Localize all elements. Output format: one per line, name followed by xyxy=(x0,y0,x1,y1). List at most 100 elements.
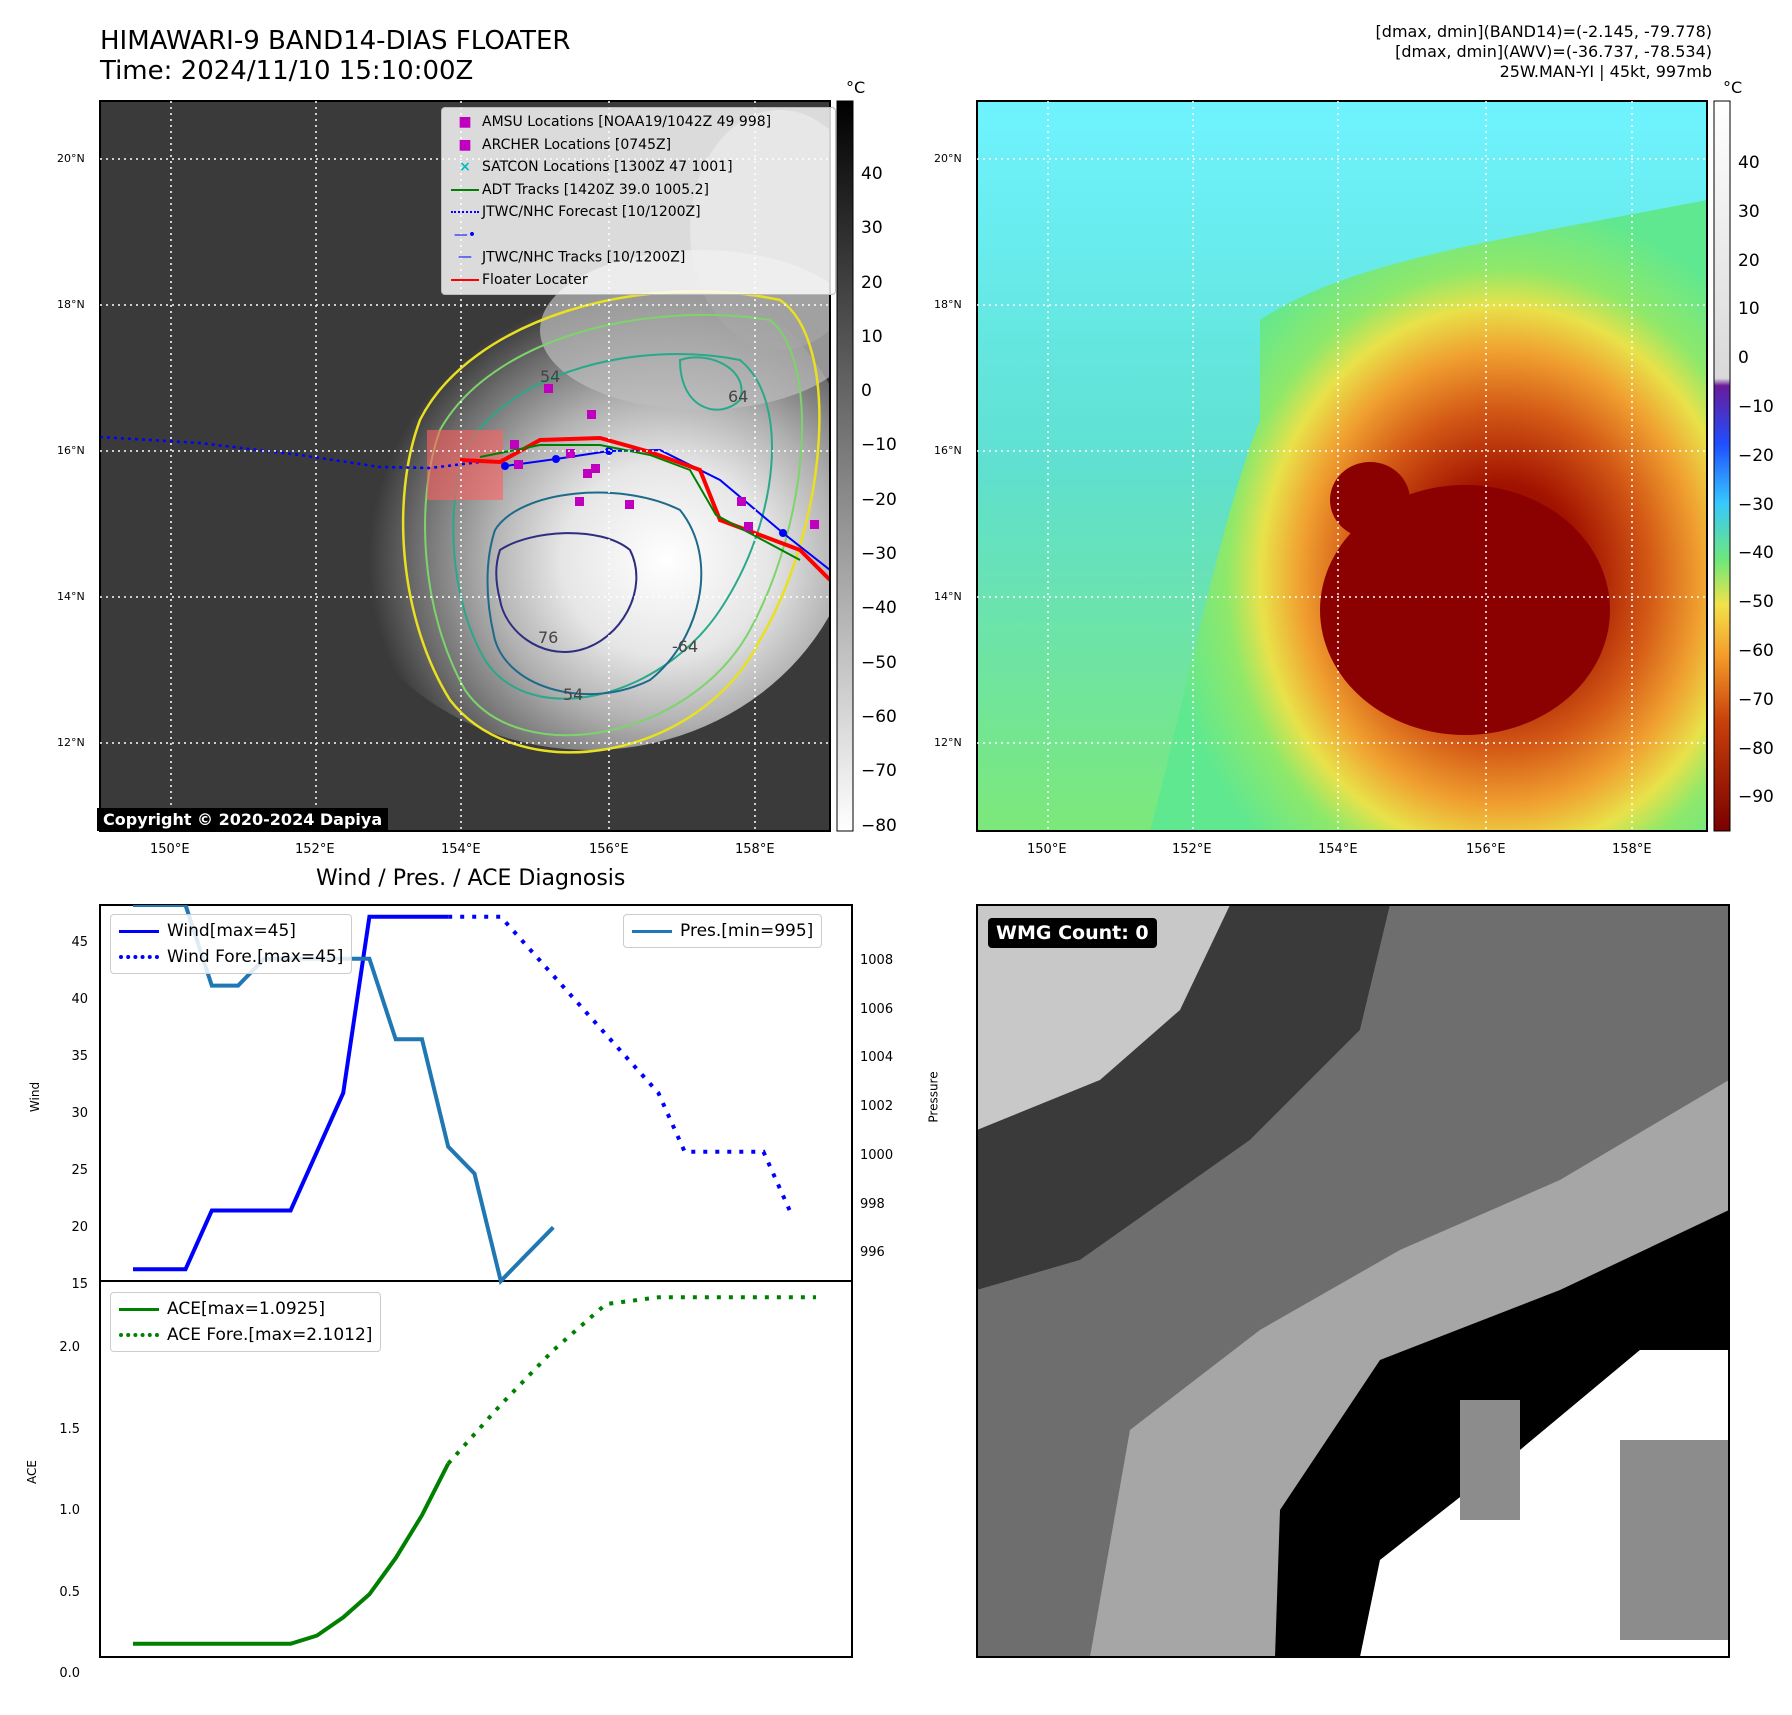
awv-colorbar-tick: 40 xyxy=(1738,153,1760,173)
legend-label: ACE[max=1.0925] xyxy=(167,1299,325,1319)
info-line-1: [dmax, dmin](BAND14)=(-2.145, -79.778) xyxy=(1375,22,1712,41)
lat-tick: 20°N xyxy=(57,152,85,165)
wind-tick: 20 xyxy=(71,1220,88,1235)
pressure-tick: 1006 xyxy=(860,1001,894,1017)
lon-tick: 158°E xyxy=(735,842,775,857)
floater-track xyxy=(459,435,830,582)
awv-colorbar-tick: −10 xyxy=(1738,396,1774,417)
legend-label: Pres.[min=995] xyxy=(680,921,814,941)
ir-colorbar xyxy=(836,100,854,832)
awv-colorbar-tick: −90 xyxy=(1738,787,1774,808)
line-marker-icon xyxy=(119,929,159,933)
awv-colorbar-ticks: 40 30 20 10 0 −10 −20 −30 −40 −50 −60 −7… xyxy=(1738,139,1774,822)
legend-item: Wind Fore.[max=45] xyxy=(119,944,343,970)
ace-tick: 1.0 xyxy=(59,1503,80,1518)
ir-colorbar-tick: −30 xyxy=(861,544,897,565)
contour-label: 54 xyxy=(563,685,583,704)
awv-colorbar xyxy=(1713,100,1731,832)
awv-colorbar-tick: −40 xyxy=(1738,543,1774,564)
series-line-pres-min-995- xyxy=(133,905,555,1285)
lat-tick: 14°N xyxy=(934,590,962,603)
lat-tick: 16°N xyxy=(934,444,962,457)
lon-tick: 156°E xyxy=(589,842,629,857)
ace-ticks: 2.0 1.5 1.0 0.5 0.0 xyxy=(50,1307,80,1715)
ace-legend: ACE[max=1.0925] ACE Fore.[max=2.1012] xyxy=(110,1292,382,1352)
lat-tick: 12°N xyxy=(934,736,962,749)
lon-tick: 156°E xyxy=(1466,842,1506,857)
contour-label: 76 xyxy=(538,628,558,647)
diagnosis-title: Wind / Pres. / ACE Diagnosis xyxy=(316,866,626,891)
lat-tick: 20°N xyxy=(934,152,962,165)
contour-label: -64 xyxy=(672,637,698,656)
square-marker-icon: ■ xyxy=(458,114,472,130)
ir-legend: ■ AMSU Locations [NOAA19/1042Z 49 998] ■ A… xyxy=(441,107,836,295)
wmg-count-label: WMG Count: 0 xyxy=(988,918,1157,948)
ace-tick: 1.5 xyxy=(59,1421,80,1437)
legend-item: ADT Tracks [1420Z 39.0 1005.2] xyxy=(448,179,829,202)
legend-label: Floater Locater xyxy=(482,271,588,288)
dotted-line-icon xyxy=(119,955,159,959)
lon-tick: 154°E xyxy=(441,842,481,857)
legend-label: JTWC/NHC Forecast [10/1200Z] xyxy=(482,204,701,220)
ir-colorbar-tick: 10 xyxy=(861,326,883,347)
wind-tick: 25 xyxy=(71,1163,88,1178)
awv-map-frame xyxy=(976,100,1708,832)
ir-colorbar-tick: −70 xyxy=(861,761,897,782)
wind-tick: 40 xyxy=(71,992,88,1007)
pressure-tick: 1000 xyxy=(860,1147,894,1163)
legend-item: —•— JTWC/NHC Tracks [10/1200Z] xyxy=(448,224,829,269)
awv-imagery xyxy=(977,101,1707,831)
legend-item: ACE[max=1.0925] xyxy=(119,1296,372,1322)
lon-tick: 152°E xyxy=(1172,842,1212,857)
ir-colorbar-tick: 20 xyxy=(861,272,883,293)
lat-tick: 16°N xyxy=(57,444,85,457)
awv-colorbar-tick: −60 xyxy=(1738,640,1774,661)
ace-axis-label: ACE xyxy=(24,1460,39,1484)
ir-colorbar-tick: −40 xyxy=(861,598,897,619)
lat-tick: 12°N xyxy=(57,736,85,749)
info-line-3: 25W.MAN-YI | 45kt, 997mb xyxy=(1499,62,1712,81)
series-line-wind-max-45- xyxy=(133,914,449,1272)
ir-colorbar-unit: °C xyxy=(846,78,866,97)
dotted-line-icon xyxy=(119,1333,159,1337)
legend-label: ARCHER Locations [0745Z] xyxy=(482,136,672,153)
legend-label: Wind Fore.[max=45] xyxy=(167,947,344,967)
figure-title: HIMAWARI-9 BAND14-DIAS FLOATER Time: 202… xyxy=(100,26,570,86)
wind-axis-label: Wind xyxy=(28,1081,43,1113)
series-line-ace-fore-max-2-1012- xyxy=(446,1295,816,1465)
title-line-2: Time: 2024/11/10 15:10:00Z xyxy=(100,56,474,86)
line-marker-icon xyxy=(451,188,479,191)
wmg-imagery xyxy=(977,905,1729,1657)
line-dot-marker-icon: —•— xyxy=(453,226,477,266)
lon-tick: 152°E xyxy=(295,842,335,857)
square-marker-icon: ■ xyxy=(458,136,472,153)
pressure-tick: 996 xyxy=(860,1245,885,1261)
awv-gridlines xyxy=(977,101,1707,831)
awv-colorbar-tick: 10 xyxy=(1738,299,1760,320)
diagnosis-lines xyxy=(133,905,816,1646)
lat-tick: 14°N xyxy=(57,590,85,603)
copyright-label: Copyright © 2020-2024 Dapiya xyxy=(97,808,389,831)
legend-item: Wind[max=45] xyxy=(119,918,343,944)
info-line-2: [dmax, dmin](AWV)=(-36.737, -78.534) xyxy=(1395,42,1712,61)
legend-label: JTWC/NHC Tracks [10/1200Z] xyxy=(482,249,686,265)
ir-map-frame xyxy=(99,100,831,832)
ace-tick: 2.0 xyxy=(59,1340,80,1355)
title-line-1: HIMAWARI-9 BAND14-DIAS FLOATER xyxy=(100,26,571,56)
legend-label: ACE Fore.[max=2.1012] xyxy=(167,1325,373,1345)
line-marker-icon xyxy=(451,278,479,281)
contour-label: 54 xyxy=(540,367,560,386)
legend-item: Floater Locater xyxy=(448,269,829,292)
awv-colorbar-unit: °C xyxy=(1723,78,1743,97)
lon-tick: 150°E xyxy=(1027,842,1067,857)
legend-item: ACE Fore.[max=2.1012] xyxy=(119,1322,372,1348)
adt-track xyxy=(479,444,801,561)
ir-colorbar-tick: −80 xyxy=(861,815,897,836)
pressure-tick: 1002 xyxy=(860,1099,894,1115)
legend-item: Pres.[min=995] xyxy=(632,918,813,944)
dotted-line-icon xyxy=(451,211,479,213)
legend-label: SATCON Locations [1300Z 47 1001] xyxy=(482,159,733,175)
pressure-legend: Pres.[min=995] xyxy=(623,914,823,948)
legend-item: ■ ARCHER Locations [0745Z] xyxy=(448,134,829,157)
